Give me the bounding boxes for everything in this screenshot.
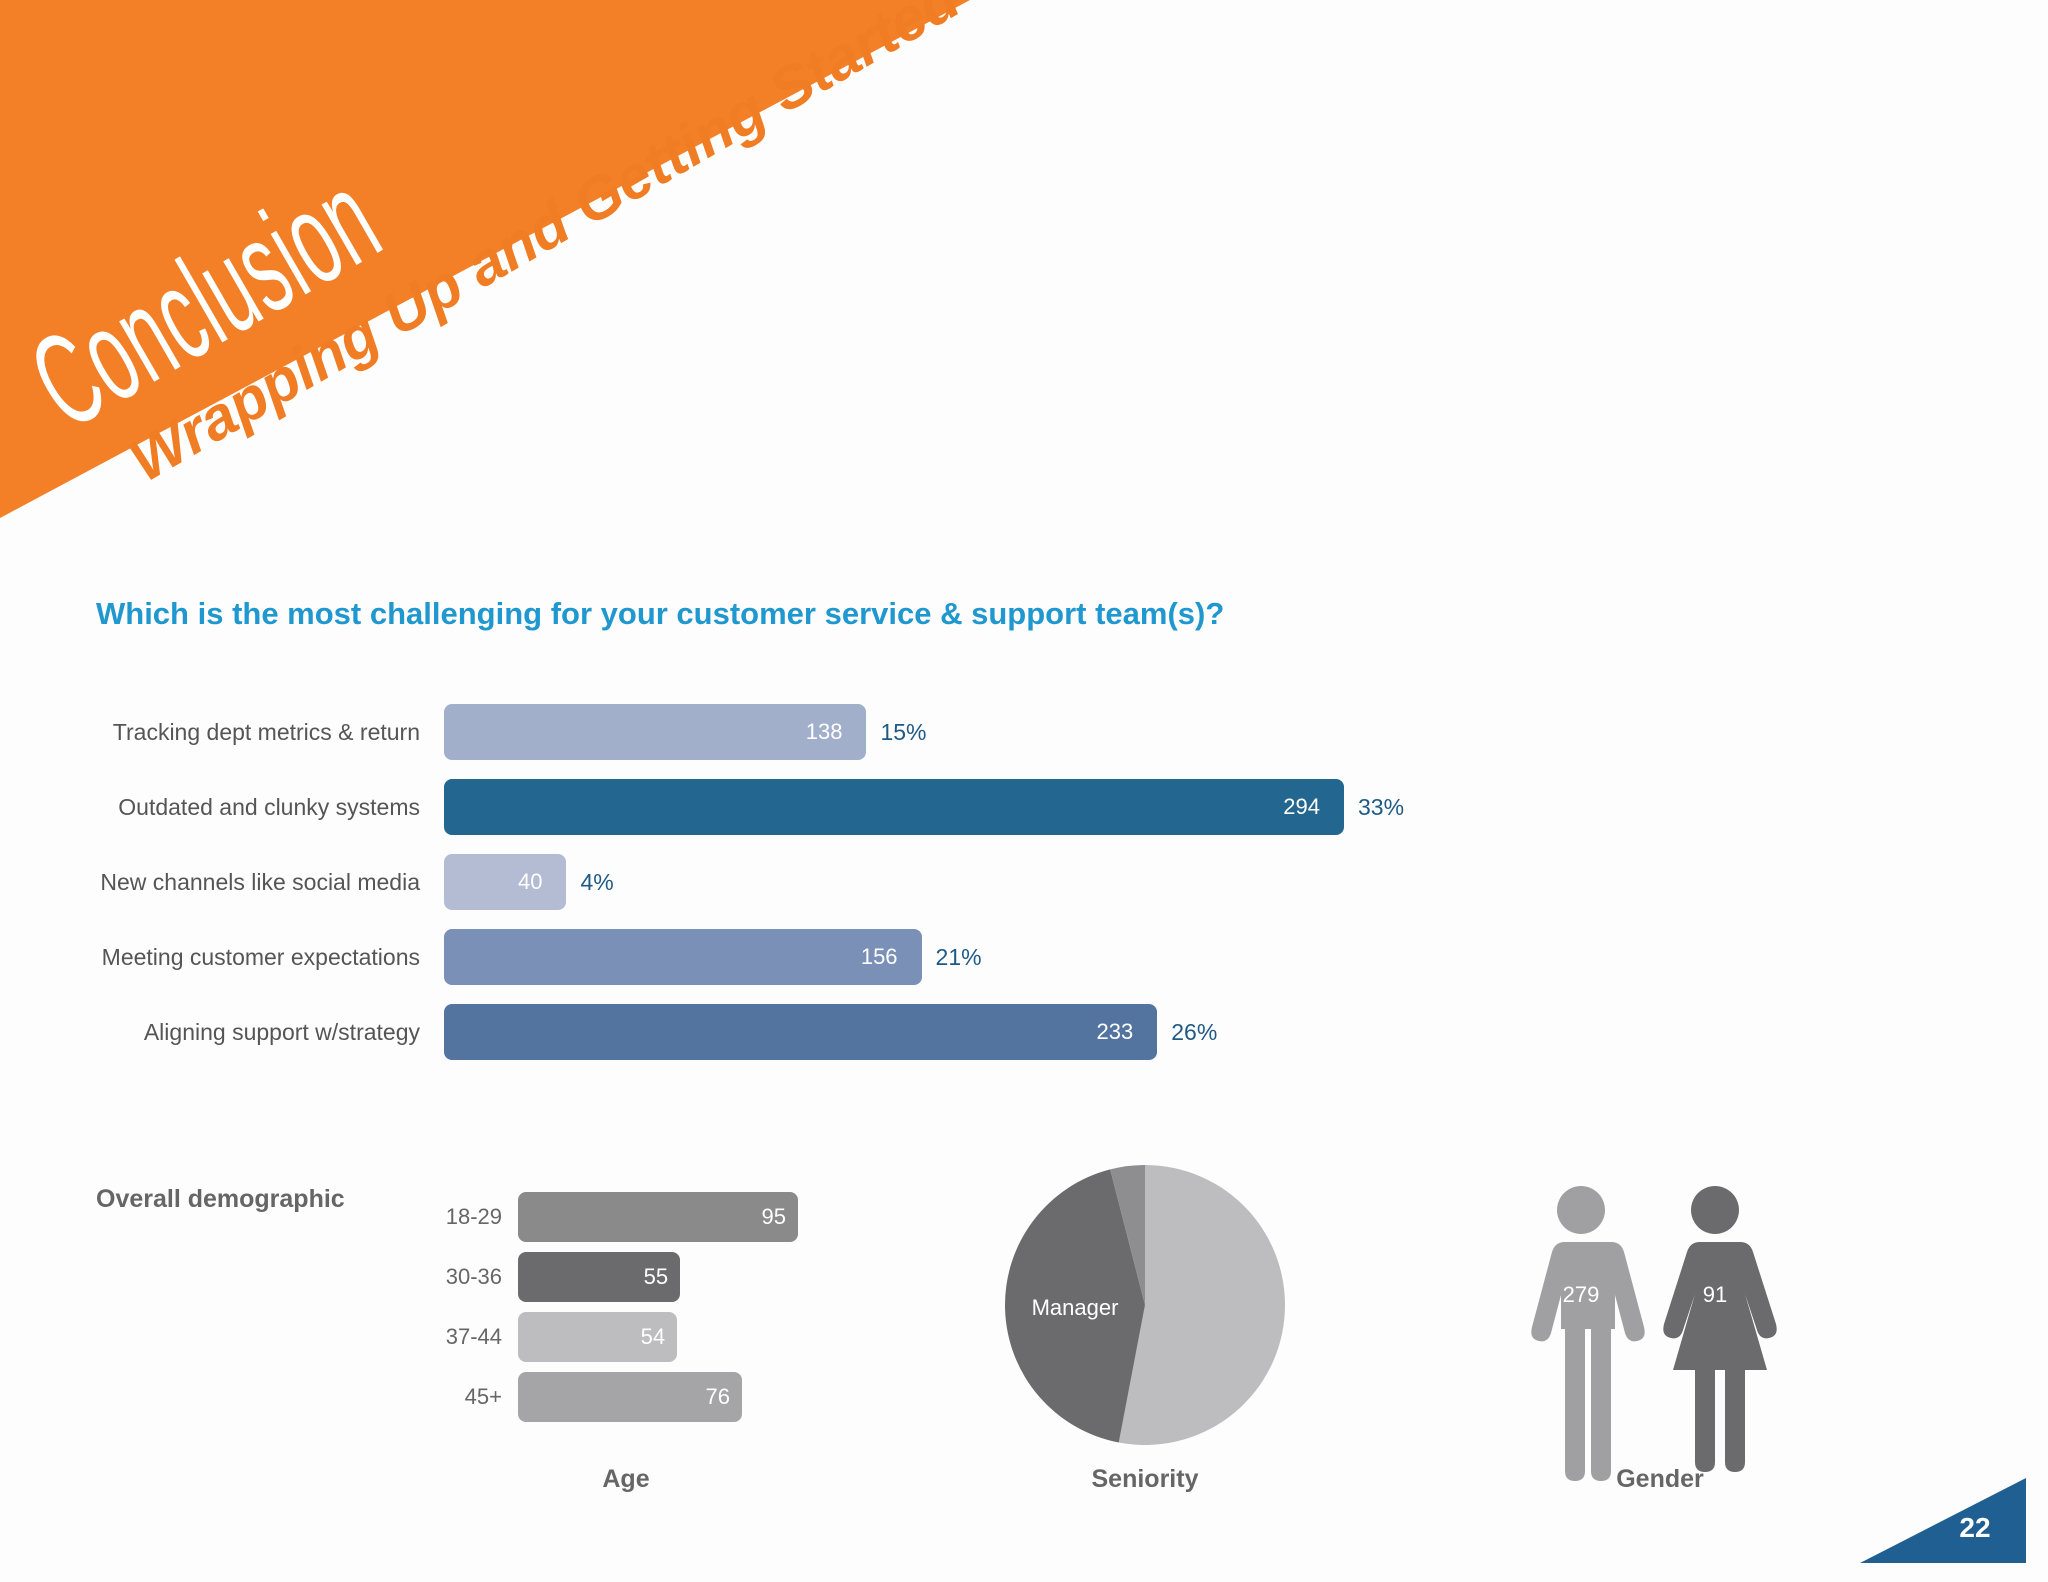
bar-value-label: 138 (805, 719, 843, 744)
age-bar-value: 54 (640, 1324, 666, 1349)
age-category-label: 45+ (464, 1384, 502, 1409)
pie-slice-label: Manager (1032, 1295, 1119, 1320)
pie-slice (1110, 1165, 1145, 1305)
gender-label: Gender (1616, 1465, 1704, 1493)
bar: 156 (444, 929, 922, 985)
age-category-label: 37-44 (445, 1324, 502, 1349)
demographic-title: Overall demographic (96, 1185, 345, 1213)
bar-percent-label: 15% (880, 719, 927, 745)
category-label: Meeting customer expectations (101, 944, 420, 970)
age-bar: 54 (518, 1312, 678, 1362)
pie-slice (1118, 1165, 1285, 1445)
category-label: New channels like social media (100, 869, 420, 895)
seniority-pie-chart: Manager (1005, 1165, 1285, 1445)
pie-slice (1005, 1169, 1145, 1443)
age-category-label: 18-29 (445, 1204, 502, 1229)
category-label: Tracking dept metrics & return (112, 719, 420, 745)
category-label: Aligning support w/strategy (143, 1019, 420, 1045)
page-number: 22 (1959, 1512, 1991, 1543)
gender-pictogram: 279 91 (1531, 1186, 1777, 1481)
bar: 40 (444, 854, 567, 910)
bar-percent-label: 33% (1358, 794, 1405, 820)
bar: 138 (444, 704, 867, 760)
bar-value-label: 294 (1283, 794, 1320, 819)
age-bar: 76 (518, 1372, 742, 1422)
age-bar-value: 76 (705, 1384, 730, 1409)
male-figure-icon (1531, 1186, 1645, 1481)
bar-percent-label: 4% (580, 869, 614, 895)
bar-percent-label: 26% (1171, 1019, 1218, 1045)
category-label: Outdated and clunky systems (118, 794, 420, 820)
age-bar: 95 (518, 1192, 798, 1242)
bar: 294 (444, 779, 1344, 835)
female-figure-icon (1663, 1186, 1777, 1472)
chart-question-title: Which is the most challenging for your c… (96, 596, 1225, 631)
bar-value-label: 40 (517, 869, 543, 894)
age-bar-value: 55 (643, 1264, 669, 1289)
age-category-label: 30-36 (445, 1264, 502, 1289)
bar: 233 (444, 1004, 1158, 1060)
bar-value-label: 233 (1096, 1019, 1134, 1044)
bar-value-label: 156 (860, 944, 898, 969)
age-bar-value: 95 (761, 1204, 786, 1229)
female-count: 91 (1703, 1282, 1727, 1307)
seniority-label: Seniority (1091, 1465, 1199, 1493)
age-label: Age (602, 1465, 650, 1493)
bar-percent-label: 21% (935, 944, 982, 970)
male-count: 279 (1563, 1282, 1600, 1307)
age-bar: 55 (518, 1252, 681, 1302)
